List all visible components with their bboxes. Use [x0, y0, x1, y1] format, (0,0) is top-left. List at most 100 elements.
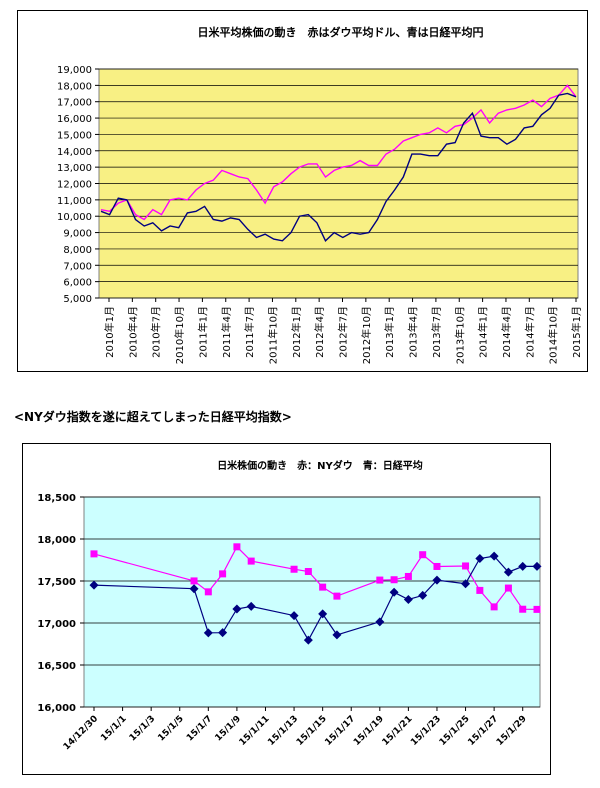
chart-1-ytick-label: 19,000 [57, 65, 92, 76]
chart-2-xtick-label: 15/1/11 [238, 714, 272, 748]
chart-1-svg: 日米平均株価の動き 赤はダウ平均ドル、青は日経平均円 5,000 6,000 7,00… [57, 25, 583, 364]
chart-2-point-nikkei [232, 604, 242, 614]
chart-panel-2: 日米株価の動き 赤：NYダウ 青：日経平均 16,000 16,500 17,000 1… [22, 443, 551, 775]
chart-2-title: 日米株価の動き 赤：NYダウ 青：日経平均 [217, 459, 423, 472]
chart-2-point-nikkei [375, 617, 385, 627]
chart-1-xtick-label: 2015年1月 [570, 306, 583, 358]
chart-2-point-dow [419, 551, 427, 559]
chart-1-series-line-0 [100, 84, 577, 221]
chart-2-ytick-label: 18,500 [37, 493, 76, 504]
chart-2-ytick-label: 17,500 [37, 577, 76, 588]
chart-2-xtick-label: 15/1/13 [266, 714, 300, 748]
chart-2-svg: 日米株価の動き 赤：NYダウ 青：日経平均 16,000 16,500 17,000 1… [37, 459, 542, 752]
chart-2-xtick-label: 15/1/29 [495, 714, 529, 748]
chart-2-point-dow [304, 568, 312, 576]
chart-2-point-nikkei [332, 630, 342, 640]
chart-2-ytick-label: 16,000 [37, 703, 76, 714]
chart-2-xtick-label: 15/1/1 [99, 714, 128, 743]
chart-1-xtick-label: 2010年10月 [173, 306, 186, 364]
chart-2-ytick-label: 18,000 [37, 535, 76, 546]
chart-2-point-nikkei [489, 551, 499, 561]
section-caption: <NYダウ指数を遂に超えてしまった日経平均指数> [14, 410, 292, 424]
chart-2-point-dow [533, 605, 541, 613]
chart-2-xtick-label: 15/1/17 [323, 714, 357, 748]
chart-2-xtick-label: 15/1/21 [381, 714, 415, 748]
chart-1-xtick-label: 2012年7月 [337, 306, 350, 358]
chart-2-xtick-label: 15/1/19 [352, 714, 386, 748]
chart-1-ytick-label: 5,000 [63, 294, 92, 305]
chart-1-xtick-label: 2010年7月 [150, 306, 163, 358]
chart-2-point-nikkei [418, 590, 428, 600]
chart-1-xtick-label: 2013年10月 [453, 306, 466, 364]
chart-1-xtick-label: 2010年1月 [103, 306, 116, 358]
chart-1-xtick-label: 2011年7月 [243, 306, 256, 358]
chart-2-point-dow [333, 592, 341, 600]
chart-2-point-dow [462, 562, 470, 570]
chart-1-title: 日米平均株価の動き 赤はダウ平均ドル、青は日経平均円 [198, 25, 484, 39]
chart-2-point-dow [247, 557, 255, 565]
chart-1-xtick-label: 2012年4月 [313, 306, 326, 358]
chart-2-point-nikkei [389, 587, 399, 597]
chart-1-ytick-label: 16,000 [57, 114, 92, 125]
chart-1-xtick-label: 2013年4月 [407, 306, 420, 358]
chart-2-point-nikkei [89, 580, 99, 590]
chart-1-xtick-label: 2012年1月 [290, 306, 303, 358]
chart-1-series-line-1 [100, 92, 577, 242]
chart-2-xtick-label: 15/1/7 [185, 714, 214, 743]
chart-2-point-nikkei [403, 594, 413, 604]
chart-2-point-dow [190, 577, 198, 585]
chart-2-xtick-label: 15/1/27 [466, 714, 500, 748]
chart-2-point-dow [490, 603, 498, 611]
chart-1-xtick-label: 2011年10月 [266, 306, 279, 364]
chart-1-ytick-label: 10,000 [57, 212, 92, 223]
chart-1-ytick-label: 8,000 [63, 245, 92, 256]
chart-2-point-nikkei [318, 609, 328, 619]
chart-2-point-dow [433, 562, 441, 570]
chart-2-point-dow [290, 565, 298, 573]
chart-1-ytick-label: 12,000 [57, 180, 92, 191]
chart-2-point-nikkei [432, 575, 442, 585]
chart-2-ytick-label: 17,000 [37, 619, 76, 630]
chart-2-xtick-label: 15/1/5 [156, 714, 185, 743]
chart-2-xtick-label: 15/1/15 [295, 714, 329, 748]
chart-2-point-nikkei [246, 601, 256, 611]
chart-2-xtick-label: 15/1/23 [409, 714, 443, 748]
chart-2-point-dow [476, 586, 484, 594]
chart-2-plot-area [83, 496, 541, 708]
chart-1-xtick-label: 2012年10月 [360, 306, 373, 364]
chart-2-ytick-label: 16,500 [37, 661, 76, 672]
chart-1-ytick-label: 17,000 [57, 98, 92, 109]
chart-panel-1: 日米平均株価の動き 赤はダウ平均ドル、青は日経平均円 5,000 6,000 7,00… [17, 10, 588, 372]
chart-1-xtick-label: 2013年7月 [430, 306, 443, 358]
chart-1-ytick-label: 7,000 [63, 261, 92, 272]
chart-2-point-nikkei [203, 628, 213, 638]
chart-2-point-dow [219, 570, 227, 578]
chart-2-point-nikkei [218, 628, 228, 638]
chart-2-point-nikkei [503, 567, 513, 577]
chart-1-xtick-label: 2010年4月 [126, 306, 139, 358]
chart-2-point-nikkei [475, 553, 485, 563]
chart-2-point-dow [390, 576, 398, 584]
chart-1-xtick-label: 2014年7月 [523, 306, 536, 358]
chart-2-point-dow [376, 576, 384, 584]
chart-1-ytick-label: 13,000 [57, 163, 92, 174]
chart-2-point-dow [90, 550, 98, 558]
chart-1-ytick-label: 11,000 [57, 196, 92, 207]
chart-2-xtick-label: 15/1/25 [438, 714, 472, 748]
chart-2-point-nikkei [461, 579, 471, 589]
chart-1-xtick-label: 2011年4月 [220, 306, 233, 358]
chart-2-point-dow [319, 583, 327, 591]
chart-2-point-nikkei [518, 561, 528, 571]
chart-1-xtick-label: 2014年10月 [547, 306, 560, 364]
chart-1-xtick-label: 2013年1月 [383, 306, 396, 358]
chart-1-ytick-label: 6,000 [63, 278, 92, 289]
chart-2-point-nikkei [303, 635, 313, 645]
chart-2-xtick-label: 14/12/30 [62, 714, 100, 752]
chart-2-point-nikkei [289, 611, 299, 621]
chart-2-point-dow [504, 584, 512, 592]
chart-1-xtick-label: 2011年1月 [196, 306, 209, 358]
chart-1-ytick-label: 14,000 [57, 147, 92, 158]
chart-2-point-nikkei [189, 584, 199, 594]
chart-2-point-dow [404, 572, 412, 580]
chart-2-point-dow [233, 543, 241, 551]
